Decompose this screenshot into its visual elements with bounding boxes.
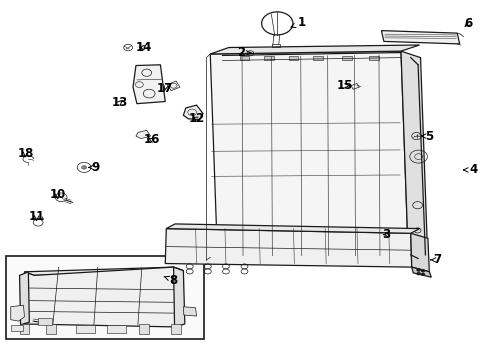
Text: 10: 10 [49,188,66,201]
Polygon shape [24,267,183,275]
Circle shape [81,166,86,169]
Circle shape [416,269,420,271]
Bar [11,325,23,331]
Circle shape [420,273,424,276]
Text: 5: 5 [421,130,432,143]
Text: 16: 16 [143,133,160,146]
Polygon shape [210,51,407,260]
Bar [106,325,126,333]
Bar [288,56,298,60]
Polygon shape [136,130,150,139]
Bar [6,256,203,339]
Text: 12: 12 [188,112,204,125]
Bar [271,44,279,47]
Text: 8: 8 [164,274,177,287]
Text: 4: 4 [463,163,476,176]
Text: 17: 17 [157,82,173,95]
Polygon shape [183,307,196,316]
Text: 18: 18 [17,147,34,159]
Polygon shape [411,267,430,277]
Polygon shape [166,224,419,233]
Bar [171,324,181,334]
Polygon shape [400,51,427,261]
Text: 15: 15 [336,79,353,92]
Circle shape [416,272,420,275]
Polygon shape [133,65,165,104]
Text: 3: 3 [382,228,389,241]
Bar [368,56,378,60]
Polygon shape [183,105,203,120]
Polygon shape [167,81,180,91]
Polygon shape [24,267,183,327]
Text: 14: 14 [136,41,152,54]
Bar [342,56,351,60]
Polygon shape [410,233,428,272]
Bar [312,56,322,60]
Polygon shape [11,305,24,321]
Bar [46,324,56,334]
Text: 9: 9 [88,161,100,174]
Polygon shape [210,45,419,54]
Bar [76,325,95,333]
Text: 2: 2 [237,46,250,59]
Bar [20,324,29,334]
Bar [139,324,149,334]
Text: 1: 1 [290,16,305,29]
Text: 11: 11 [28,210,45,223]
Circle shape [420,269,424,272]
Polygon shape [20,272,29,325]
Polygon shape [381,31,459,44]
Bar [38,318,52,325]
Polygon shape [173,267,184,327]
Text: 13: 13 [111,96,128,109]
Bar [239,56,249,60]
Polygon shape [165,229,411,267]
Text: 7: 7 [430,253,441,266]
Text: 6: 6 [464,17,471,30]
Bar [264,56,273,60]
